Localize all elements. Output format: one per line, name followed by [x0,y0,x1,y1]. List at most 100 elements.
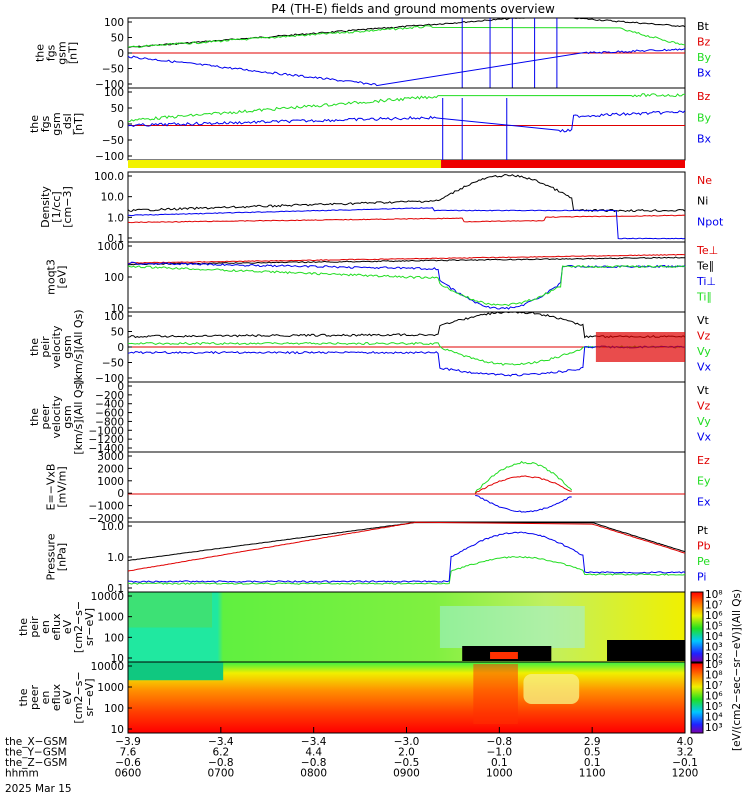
mode-bar-segment [441,160,685,168]
colorbar-tick-label: 10⁵ [705,621,723,633]
legend-item: Ez [697,454,710,467]
x-row-label: the_Y−GSM [5,747,67,759]
x-tick-label: 0800 [300,768,327,780]
series-ni [127,173,686,213]
x-tick-label: −0.8 [208,757,234,769]
y-axis-label: [mV/m] [56,466,69,507]
x-tick-label: 1200 [672,768,699,780]
y-axis-label: peir [28,616,41,638]
series-teperp [127,253,686,264]
spectrogram-block [128,592,213,628]
x-row-label: the_X−GSM [5,736,67,748]
series-bt [127,17,686,48]
y-tick-label: 100 [104,87,124,99]
colorbar-tick-label: 10² [705,652,723,664]
y-axis-label: [eV] [56,266,69,289]
series-ex [475,495,572,513]
y-axis-label: [cm−3] [61,186,74,228]
date-label: 2025 Mar 15 [5,783,72,795]
spectrogram [128,592,685,662]
x-tick-label: 0700 [207,768,234,780]
y-tick-label: 100 [104,272,124,284]
series-ez [474,475,572,494]
legend-item: Bx [697,67,712,80]
x-tick-label: 0.1 [491,757,508,769]
legend-item: Vt [697,314,710,327]
panel-frame [127,381,686,453]
panel-s1: 10000 1000 100 10 thepeirenefluxeV[cm2−s−sr−… [17,591,686,665]
spectrogram-block [439,606,585,648]
y-tick-label: −1400 [88,443,124,455]
y-axis-label: fgs [39,115,52,132]
legend-item: Bt [697,20,710,33]
y-tick-label: 0.1 [107,233,124,245]
y-tick-label: −50 [102,64,124,76]
x-tick-label: 2.0 [398,747,415,759]
spectrogram-block [473,664,518,724]
colorbar-tick-label: 10⁵ [705,701,723,713]
y-axis-label: [km/s](All Qs) [72,379,85,454]
spectrogram-block [128,662,224,681]
panel-frame [127,241,686,313]
legend-item: Te⊥ [696,244,718,257]
y-tick-label: 1000 [97,612,124,624]
y-axis-label: moqt3 [45,259,58,295]
y-axis-label: the [28,115,41,133]
y-axis-label: velocity [50,325,63,368]
mode-bar-segment [128,160,442,168]
y-axis-label: gsm [61,405,74,428]
y-tick-label: 50 [111,103,124,115]
x-tick-label: −3.4 [208,736,234,748]
y-tick-label: −800 [95,416,124,428]
panel-frame [127,171,686,243]
series-vy [127,341,686,366]
x-tick-label: −0.8 [487,736,513,748]
y-axis-label: sr−eV] [83,608,96,646]
y-tick-label: 0.1 [107,583,124,595]
series-bx [127,110,686,133]
y-tick-label: 0 [117,48,124,60]
series-pt [127,522,686,561]
y-tick-label: 100 [104,703,124,715]
y-tick-label: 1.0 [107,212,124,224]
y-axis-label: [nPa] [56,543,69,571]
x-tick-label: 1100 [579,768,606,780]
y-axis-label: gsm [61,335,74,358]
x-tick-label: 0.5 [584,747,601,759]
y-axis-label: the [34,44,47,62]
legend-item: Te∥ [696,260,714,273]
y-tick-label: 100 [104,17,124,29]
series-ne [127,214,686,224]
legend-item: Ey [697,475,711,488]
panel-s2: 10000 1000 100 10 thepeerenefluxeV[cm2−s−sr−… [17,661,686,736]
series-bx [127,47,686,87]
y-tick-label: −600 [95,408,124,420]
y-tick-label: 3000 [97,451,124,463]
y-tick-label: 1.0 [107,552,124,564]
colorbar-tick-label: 10⁸ [705,589,723,601]
y-tick-label: 1000 [97,682,124,694]
series-vt [127,311,686,339]
colorbar-tick-label: 10⁶ [705,610,723,622]
colorbar-label: [eV/(cm2−sec−sr−eV)](All Qs) [731,589,743,751]
legend-item: By [697,51,712,64]
y-axis-label: gsm [50,112,63,135]
colorbar-tick-label: 10⁸ [705,670,723,682]
legend-item: Bz [697,36,711,49]
y-axis-label: peir [39,336,52,358]
y-axis-label: sr−eV] [83,678,96,716]
series-pi [127,531,686,583]
panel-p8: 10.0 1.0 0.1 Pressure[nPa] Pt Pb Pe Pi [45,521,711,595]
y-axis-label: Pressure [45,533,58,580]
y-tick-label: 0 [117,342,124,354]
y-axis-label: [nT] [67,42,80,64]
y-axis-label: [nT] [72,113,85,135]
legend-item: By [697,111,712,124]
y-tick-label: 10 [111,303,124,315]
colorbar-tick-label: 10³ [705,642,723,654]
panel-p5: 100 50 0 −50 −100 thepeirvelocitygsm[km/s](Al… [28,309,712,385]
y-tick-label: 10 [111,653,124,665]
y-axis-label: the [17,618,30,636]
